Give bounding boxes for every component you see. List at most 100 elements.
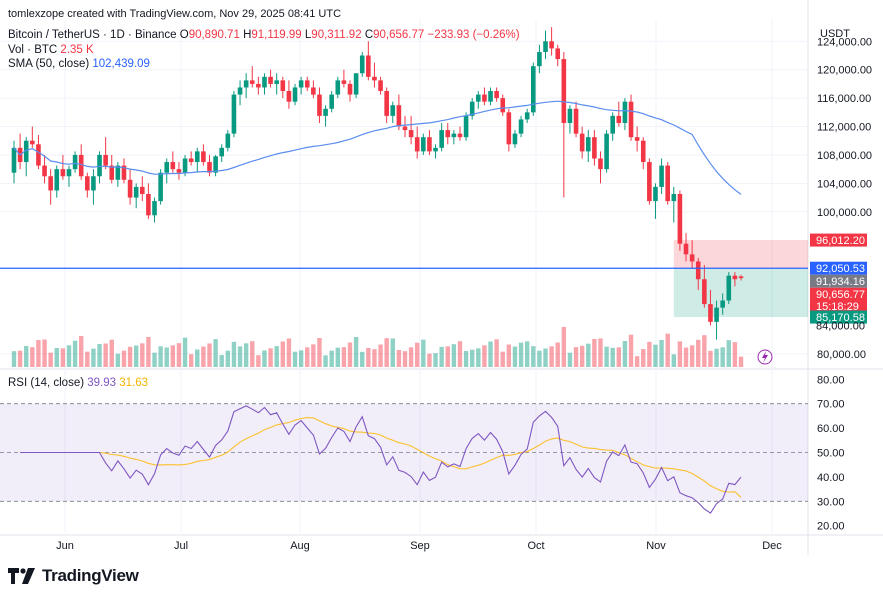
candle-body [378, 80, 383, 92]
volume-bar [36, 340, 41, 367]
candle-body [347, 83, 353, 95]
volume-bar [384, 338, 389, 367]
brand-name: TradingView [42, 566, 139, 585]
price-badge-label: 91,934.16 [816, 276, 865, 288]
candle-body [341, 80, 347, 84]
volume-bar [115, 353, 121, 367]
candle-body [390, 105, 396, 116]
candle-body [695, 261, 701, 280]
candle-body [194, 151, 200, 163]
volume-bar [641, 349, 646, 367]
candle-body [225, 133, 231, 148]
volume-bar [323, 355, 328, 367]
volume-bar [592, 339, 597, 367]
volume-bar [586, 343, 591, 367]
volume-bar [207, 343, 212, 367]
candle-body [274, 80, 279, 84]
volume-bar [268, 348, 273, 367]
candle-body [60, 169, 66, 177]
tradingview-logo-icon [8, 568, 35, 584]
volume-bar [146, 337, 151, 367]
time-tick: Dec [762, 540, 782, 552]
volume-bar [91, 348, 96, 367]
volume-bar [121, 350, 127, 367]
candle-body [738, 276, 744, 279]
volume-bar [402, 351, 408, 367]
attribution: tomlexzope created with TradingView.com,… [8, 8, 342, 20]
volume-bar [610, 347, 615, 367]
volume-bars [11, 327, 744, 367]
volume-bar [634, 356, 640, 367]
candle-body [109, 165, 115, 180]
time-tick: Jun [56, 540, 74, 552]
volume-bar [689, 345, 695, 367]
volume-bar [390, 338, 395, 367]
volume-bar [195, 349, 200, 367]
sma-line [13, 100, 742, 195]
volume-bar [445, 346, 450, 367]
volume-bar [469, 349, 475, 367]
candle-body [628, 101, 634, 138]
volume-bar [366, 348, 371, 367]
rsi-legend[interactable]: RSI (14, close) 39.93 31.63 [8, 377, 148, 389]
volume-bar [170, 345, 176, 367]
volume-bar [72, 340, 78, 367]
volume-bar [231, 341, 237, 367]
candle-body [543, 41, 548, 52]
volume-bar [311, 344, 316, 367]
candle-body [567, 108, 573, 123]
volume-bar [579, 345, 585, 367]
candle-body [439, 130, 444, 148]
candle-body [188, 158, 194, 163]
volume-bar [714, 348, 719, 367]
candle-body [647, 162, 652, 202]
price-tick: 108,000.00 [817, 150, 872, 162]
volume-bar [30, 347, 35, 367]
volume-value: 2.35 K [60, 44, 94, 56]
candle-body [689, 254, 695, 262]
volume-bar [201, 346, 206, 367]
rsi-tick: 80.00 [817, 374, 845, 386]
time-tick: Oct [527, 540, 544, 552]
volume-bar [421, 339, 426, 367]
price-badge [810, 261, 867, 275]
candle-body [702, 279, 707, 305]
volume-bar [463, 351, 469, 367]
candle-body [152, 201, 157, 216]
tradingview-logo[interactable]: TradingView [8, 566, 139, 586]
axes: 124,000.00 120,000.00 116,000.00 112,000.00… [56, 28, 872, 552]
symbol-title[interactable]: Bitcoin / TetherUS · 1D · Binance [8, 29, 177, 41]
candle-body [494, 91, 499, 99]
candle-body [286, 91, 292, 102]
candle-body [640, 140, 646, 163]
candle-body [127, 179, 133, 198]
candle-body [408, 130, 414, 138]
candle-body [359, 55, 365, 74]
volume-bar [305, 347, 310, 367]
volume-legend[interactable]: Vol · BTC 2.35 K [8, 44, 94, 56]
sma-legend[interactable]: SMA (50, close) 102,439.09 [8, 58, 150, 70]
candle-body [335, 80, 341, 95]
candle-body [158, 172, 163, 202]
price-badge-label: 92,050.53 [816, 263, 865, 275]
candle-body [482, 94, 487, 102]
rsi-tick: 50.00 [817, 448, 845, 460]
price-tick: 124,000.00 [817, 36, 872, 48]
lightning-bolt [762, 351, 768, 363]
rsi-ma-line [20, 417, 742, 498]
volume-bar [494, 339, 499, 367]
rsi-tick: 70.00 [817, 399, 845, 411]
ohlc-close-label: C [364, 29, 374, 41]
volume-bar [225, 350, 231, 367]
candle-body [592, 137, 597, 159]
currency-label: USDT [820, 28, 850, 40]
rsi-line [20, 405, 742, 514]
candle-body [451, 133, 457, 138]
rsi-tick: 20.00 [817, 521, 845, 533]
volume-bar [176, 343, 182, 367]
candle-body [78, 154, 84, 177]
candle-body [598, 158, 603, 170]
price-tick: 100,000.00 [817, 207, 872, 219]
volume-bar [158, 346, 163, 367]
volume-bar [11, 351, 17, 367]
